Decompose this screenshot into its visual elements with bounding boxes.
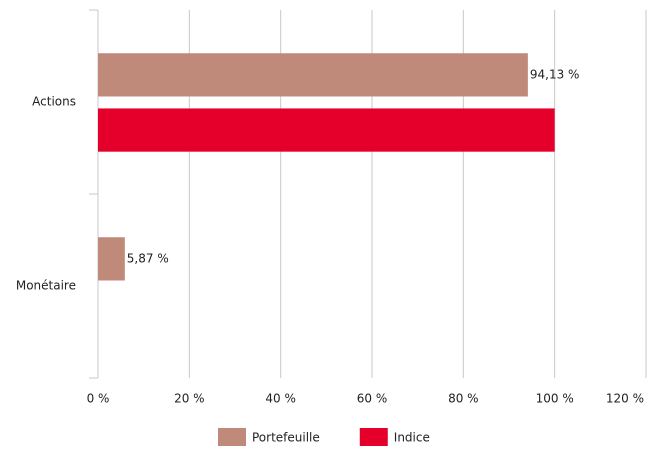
x-tick-label: 100 %: [536, 392, 574, 406]
legend-swatch: [218, 428, 246, 446]
data-label: 94,13 %: [530, 67, 580, 81]
y-tick-label: Actions: [32, 95, 76, 109]
x-tick-label: 0 %: [87, 392, 110, 406]
bar: [98, 108, 555, 152]
legend-label: Portefeuille: [252, 431, 320, 445]
x-tick-label: 120 %: [606, 392, 644, 406]
x-tick-label: 40 %: [265, 392, 296, 406]
data-label: 5,87 %: [127, 251, 169, 265]
bar: [98, 237, 125, 281]
legend-swatch: [359, 428, 388, 446]
bar: [98, 53, 528, 97]
x-tick-label: 60 %: [357, 392, 388, 406]
legend-label: Indice: [394, 431, 430, 445]
x-tick-label: 20 %: [174, 392, 205, 406]
y-tick-label: Monétaire: [16, 279, 76, 293]
x-tick-label: 80 %: [448, 392, 479, 406]
